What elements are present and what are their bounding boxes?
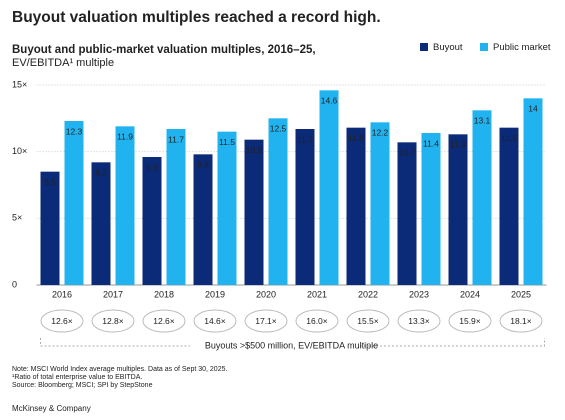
bar bbox=[397, 142, 417, 285]
bubble bbox=[244, 309, 288, 333]
bubble-label: 15.9× bbox=[459, 316, 481, 326]
data-label: 11.8 bbox=[348, 133, 364, 143]
data-label: 12.5 bbox=[270, 124, 287, 134]
y-tick-label: 5× bbox=[12, 213, 22, 223]
data-label: 11.5 bbox=[219, 137, 235, 147]
bubble bbox=[193, 309, 237, 333]
bar bbox=[346, 127, 366, 286]
bar bbox=[217, 131, 237, 285]
x-tick-label: 2021 bbox=[307, 289, 327, 299]
data-label: 9.8 bbox=[197, 160, 209, 170]
bubble-label: 16.0× bbox=[306, 316, 328, 326]
bar bbox=[142, 157, 162, 285]
data-label: 10.7 bbox=[399, 148, 416, 158]
x-tick-label: 2018 bbox=[154, 289, 174, 299]
data-label: 8.5 bbox=[44, 177, 56, 187]
bar bbox=[421, 133, 441, 285]
bubble-label: 12.6× bbox=[51, 316, 73, 326]
bracket-label: Buyouts >$500 million, EV/EBITDA multipl… bbox=[205, 340, 378, 350]
x-tick-label: 2019 bbox=[205, 289, 225, 299]
y-tick-label: 10× bbox=[12, 146, 27, 156]
data-label: 14.6 bbox=[321, 96, 338, 106]
data-label: 11.7 bbox=[168, 134, 184, 144]
bubble bbox=[91, 309, 135, 333]
bubble-label: 14.6× bbox=[204, 316, 226, 326]
bubble bbox=[142, 309, 186, 333]
y-tick-label: 0 bbox=[12, 279, 17, 289]
y-tick-label: 15× bbox=[12, 79, 27, 89]
bubble-label: 18.1× bbox=[510, 316, 532, 326]
bar bbox=[244, 139, 264, 285]
footer: McKinsey & Company bbox=[12, 404, 91, 413]
bar bbox=[40, 171, 60, 285]
chart-subtitle: Buyout and public-market valuation multi… bbox=[12, 44, 316, 56]
bar bbox=[448, 134, 468, 285]
data-label: 11.7 bbox=[297, 134, 313, 144]
x-tick-label: 2020 bbox=[256, 289, 276, 299]
x-tick-label: 2025 bbox=[511, 289, 531, 299]
bubble bbox=[499, 309, 543, 333]
bar bbox=[295, 129, 315, 285]
bar bbox=[166, 129, 186, 285]
bar bbox=[370, 122, 390, 285]
bubble bbox=[295, 309, 339, 333]
legend-swatch bbox=[480, 43, 488, 51]
bar bbox=[319, 90, 339, 285]
bubble bbox=[397, 309, 441, 333]
bubble-label: 12.8× bbox=[102, 316, 124, 326]
x-tick-label: 2023 bbox=[409, 289, 429, 299]
bar bbox=[472, 110, 492, 285]
bubble bbox=[346, 309, 390, 333]
x-tick-label: 2022 bbox=[358, 289, 378, 299]
note: Source: Bloomberg; MSCI; SPI by StepSton… bbox=[12, 382, 153, 389]
data-label: 12.2 bbox=[372, 128, 389, 138]
bubble-label: 15.5× bbox=[357, 316, 379, 326]
chart-title: Buyout valuation multiples reached a rec… bbox=[12, 9, 381, 26]
note: Note: MSCI World Index average multiples… bbox=[12, 366, 227, 373]
legend-label: Buyout bbox=[433, 42, 463, 53]
legend-swatch bbox=[420, 43, 428, 51]
data-label: 12.3 bbox=[66, 126, 83, 136]
bar bbox=[64, 121, 84, 285]
bubble bbox=[448, 309, 492, 333]
bar bbox=[268, 118, 288, 285]
bubble-label: 17.1× bbox=[255, 316, 277, 326]
bubble-label: 12.6× bbox=[153, 316, 175, 326]
legend-label: Public market bbox=[493, 42, 551, 53]
x-tick-label: 2017 bbox=[103, 289, 123, 299]
data-label: 11.9 bbox=[117, 132, 133, 142]
data-label: 11.3 bbox=[450, 140, 466, 150]
data-label: 10.9 bbox=[246, 145, 263, 155]
bubble bbox=[40, 309, 84, 333]
note: ¹Ratio of total enterprise value to EBIT… bbox=[12, 374, 142, 381]
data-label: 13.1 bbox=[474, 116, 491, 126]
bar bbox=[91, 162, 111, 285]
bar bbox=[523, 98, 543, 285]
x-tick-label: 2024 bbox=[460, 289, 480, 299]
bar bbox=[115, 126, 135, 285]
bar bbox=[193, 154, 213, 285]
chart-subtitle: EV/EBITDA¹ multiple bbox=[12, 57, 114, 69]
bar bbox=[499, 127, 519, 286]
data-label: 9.6 bbox=[146, 162, 158, 172]
data-label: 11.8 bbox=[501, 133, 517, 143]
x-tick-label: 2016 bbox=[52, 289, 72, 299]
bubble-label: 13.3× bbox=[408, 316, 430, 326]
data-label: 9.2 bbox=[95, 168, 107, 178]
bracket bbox=[40, 338, 545, 347]
data-label: 14 bbox=[528, 104, 538, 114]
data-label: 11.4 bbox=[423, 138, 439, 148]
